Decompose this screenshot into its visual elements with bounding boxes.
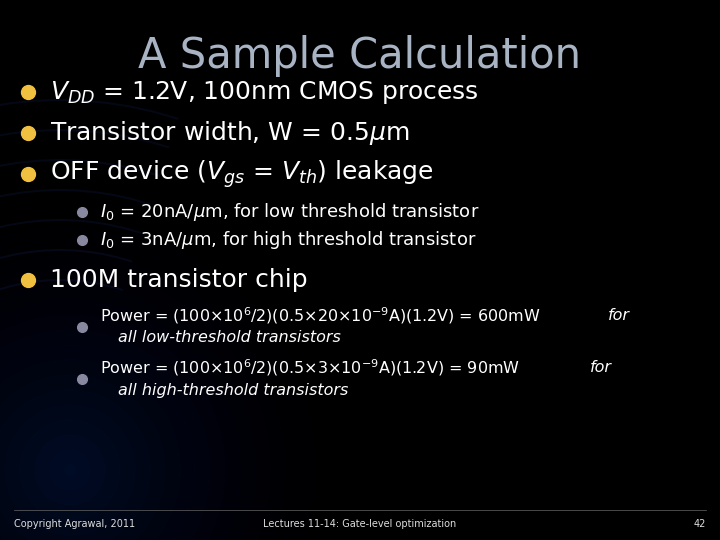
Text: $I_0$ = 3nA/$\mu$m, for high threshold transistor: $I_0$ = 3nA/$\mu$m, for high threshold t… <box>100 229 477 251</box>
Text: OFF device ($V_{gs}$ = $V_{th}$) leakage: OFF device ($V_{gs}$ = $V_{th}$) leakage <box>50 158 434 190</box>
Text: all low-threshold transistors: all low-threshold transistors <box>118 330 341 346</box>
Text: 100M transistor chip: 100M transistor chip <box>50 268 307 292</box>
Text: for: for <box>608 308 630 323</box>
Text: 42: 42 <box>693 519 706 529</box>
Text: $I_0$ = 20nA/$\mu$m, for low threshold transistor: $I_0$ = 20nA/$\mu$m, for low threshold t… <box>100 201 480 223</box>
Text: A Sample Calculation: A Sample Calculation <box>138 35 582 77</box>
Text: Lectures 11-14: Gate-level optimization: Lectures 11-14: Gate-level optimization <box>264 519 456 529</box>
Text: Power = (100$\times$10$^6$/2)(0.5$\times$3$\times$10$^{-9}$A)(1.2V) = 90mW: Power = (100$\times$10$^6$/2)(0.5$\times… <box>100 357 521 379</box>
Text: all high-threshold transistors: all high-threshold transistors <box>118 382 348 397</box>
Text: for: for <box>590 361 612 375</box>
Text: Copyright Agrawal, 2011: Copyright Agrawal, 2011 <box>14 519 135 529</box>
Text: $V_{DD}$ = 1.2V, 100nm CMOS process: $V_{DD}$ = 1.2V, 100nm CMOS process <box>50 78 479 105</box>
Text: Transistor width, W = 0.5$\mu$m: Transistor width, W = 0.5$\mu$m <box>50 119 409 147</box>
Text: Power = (100$\times$10$^6$/2)(0.5$\times$20$\times$10$^{-9}$A)(1.2V) = 600mW: Power = (100$\times$10$^6$/2)(0.5$\times… <box>100 306 541 326</box>
